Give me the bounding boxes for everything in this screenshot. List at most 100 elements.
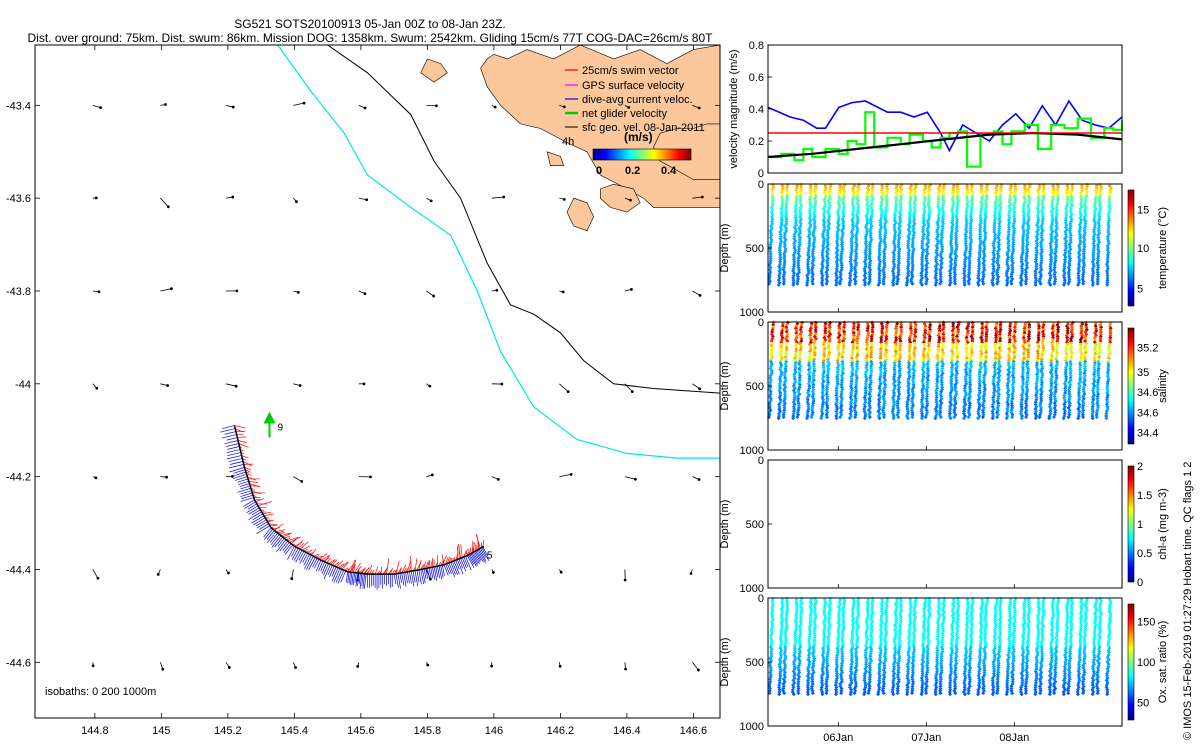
dac-vector — [240, 490, 252, 495]
depth-dot — [807, 197, 812, 202]
depth-dot — [969, 217, 974, 222]
depth-dot — [1012, 203, 1016, 208]
depth-dot — [836, 209, 840, 214]
depth-dot — [1068, 235, 1073, 240]
depth-dot — [1063, 241, 1068, 246]
depth-dot — [1019, 257, 1024, 262]
swim-vector — [307, 549, 313, 554]
map-title: SG521 SOTS20100913 05-Jan 00Z to 08-Jan … — [234, 17, 506, 31]
depth-dot — [847, 280, 852, 285]
depth-dot — [977, 259, 982, 264]
depth-dot — [825, 394, 830, 399]
geo-arrow — [491, 196, 504, 199]
depth-dot — [784, 212, 788, 217]
swim-vector — [272, 527, 281, 530]
depth-dot — [799, 336, 804, 341]
swim-vector — [407, 560, 412, 572]
track-label-end: 5 — [487, 550, 493, 561]
dac-vector — [323, 563, 329, 576]
depth-dot — [1084, 189, 1089, 194]
swim-vector — [279, 531, 285, 535]
depth-dot — [883, 221, 887, 226]
depth-dot — [840, 240, 845, 245]
depth-dot — [962, 282, 967, 287]
depth-dot — [1039, 242, 1044, 247]
depth-dot — [1012, 214, 1017, 219]
geo-arrow-head — [493, 105, 497, 109]
depth-dot — [949, 229, 954, 234]
depth-dot — [780, 193, 785, 197]
geo-arrow-head — [363, 292, 367, 296]
geo-arrow-head — [697, 668, 700, 672]
depth-dot — [779, 331, 784, 335]
depth-dot — [1096, 256, 1100, 261]
dac-vector — [438, 565, 443, 580]
depth-dot — [979, 183, 984, 188]
depth-dot — [934, 248, 939, 253]
map-frame — [34, 44, 721, 719]
depth-dot — [838, 183, 843, 188]
depth-dot — [1020, 239, 1025, 244]
geo-arrow-head — [362, 382, 366, 386]
dac-vector — [219, 428, 236, 433]
map-x-tick-label: 146.4 — [613, 725, 641, 737]
depth-dot — [1061, 282, 1066, 287]
depth-dot — [896, 251, 901, 256]
geo-arrow-head — [558, 664, 562, 668]
depth-dot — [906, 243, 911, 248]
depth-dot — [878, 220, 883, 225]
depth-dot — [920, 243, 925, 248]
depth-dot — [1020, 248, 1025, 253]
depth-dot — [838, 186, 843, 191]
legend-gps: GPS surface velocity — [582, 80, 685, 92]
depth-dot — [784, 346, 789, 350]
swim-vector — [428, 559, 431, 568]
dac-vector — [329, 565, 335, 578]
depth-dot — [941, 214, 945, 219]
geo-arrow — [624, 476, 636, 480]
depth-dot — [964, 211, 969, 216]
swim-vector — [262, 511, 272, 515]
depth-dot — [864, 252, 868, 257]
depth-dot — [770, 191, 775, 196]
depth-dot — [953, 231, 958, 235]
depth-dot — [892, 234, 897, 239]
depth-dot — [954, 212, 959, 217]
depth-dot — [976, 282, 981, 287]
depth-dot — [951, 199, 956, 204]
depth-dot — [954, 208, 959, 212]
dac-vector — [340, 570, 346, 583]
depth-dot — [856, 203, 861, 208]
dac-vector — [226, 449, 241, 454]
depth-dot — [982, 226, 987, 231]
depth-dot — [867, 261, 872, 265]
depth-dot — [780, 199, 785, 204]
depth-dot — [806, 404, 811, 409]
depth-dot — [978, 218, 983, 223]
geo-arrow-head — [235, 289, 239, 293]
depth-dot — [920, 257, 924, 262]
dac-vector — [276, 539, 287, 553]
depth-dot — [797, 382, 802, 387]
depth-dot — [1049, 257, 1054, 262]
swim-vector — [313, 553, 320, 557]
dac-vector — [287, 546, 295, 560]
velocity-line-dive-avg-current — [767, 99, 1123, 153]
depth-dot — [841, 205, 846, 210]
depth-dot — [779, 188, 784, 193]
depth-dot — [906, 264, 910, 269]
depth-dot — [891, 255, 896, 260]
depth-dot — [1013, 196, 1018, 201]
depth-dot — [984, 191, 989, 196]
dac-vector — [410, 571, 415, 587]
swim-vector — [410, 555, 412, 572]
dac-vector — [283, 543, 292, 553]
dac-vector — [445, 564, 450, 575]
depth-dot — [1049, 232, 1054, 237]
swim-vector — [267, 520, 274, 523]
depth-dot — [912, 187, 917, 192]
depth-dot — [870, 184, 875, 189]
depth-dot — [840, 242, 845, 247]
depth-dot — [1078, 236, 1083, 241]
geo-arrow — [160, 197, 169, 208]
